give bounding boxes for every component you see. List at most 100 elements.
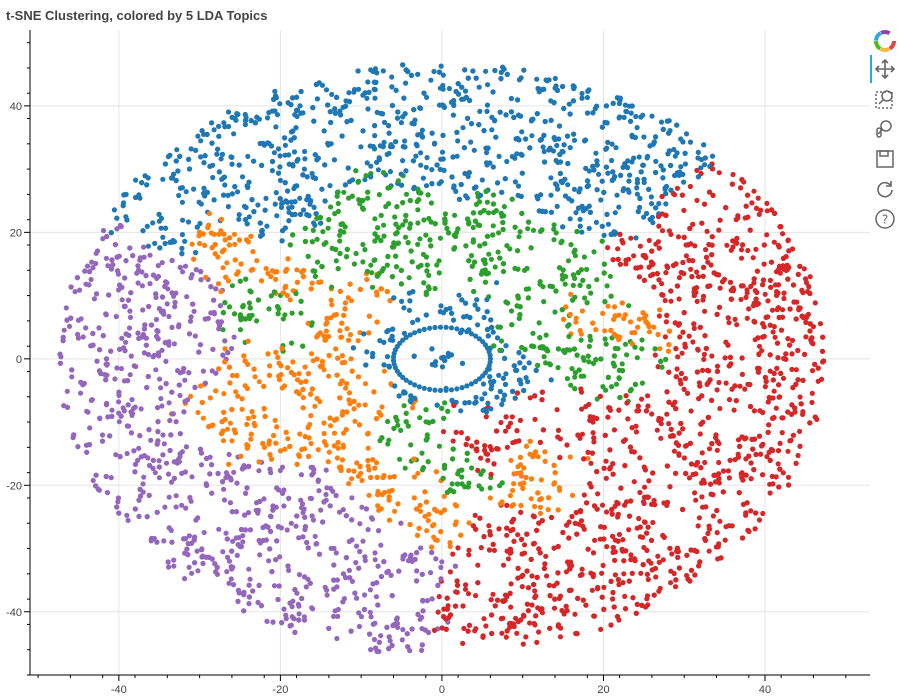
scatter-point (609, 157, 615, 164)
scatter-point (533, 367, 539, 373)
scatter-point (654, 271, 660, 277)
scatter-point (419, 127, 425, 133)
scatter-point (159, 347, 165, 353)
scatter-point (485, 400, 491, 406)
scatter-point (359, 477, 365, 484)
scatter-point (645, 576, 651, 583)
scatter-point (783, 351, 789, 357)
scatter-point (692, 243, 698, 249)
scatter-point (349, 368, 355, 374)
scatter-point (229, 438, 235, 444)
scatter-point (651, 284, 657, 290)
scatter-point (273, 124, 279, 130)
scatter-point (653, 158, 659, 164)
scatter-point (378, 542, 384, 548)
scatter-point (712, 472, 718, 478)
scatter-point (441, 415, 447, 421)
scatter-point (255, 510, 261, 516)
scatter-point (611, 304, 618, 310)
scatter-point (496, 372, 502, 378)
scatter-point (695, 523, 701, 529)
scatter-point (308, 440, 314, 447)
scatter-point (530, 541, 537, 547)
scatter-point (386, 130, 392, 136)
scatter-point (568, 242, 574, 248)
scatter-point (414, 550, 420, 556)
scatter-point (488, 406, 494, 412)
scatter-point (321, 241, 327, 247)
scatter-point (612, 503, 618, 509)
scatter-point (200, 368, 206, 374)
scatter-point (673, 346, 679, 352)
scatter-point (605, 374, 611, 380)
scatter-point (113, 313, 119, 320)
scatter-point (509, 322, 515, 328)
scatter-point (515, 97, 521, 103)
scatter-point (432, 506, 438, 512)
scatter-point (317, 214, 324, 221)
scatter-point (605, 414, 611, 420)
scatter-point (684, 390, 691, 396)
scatter-point (342, 306, 348, 312)
scatter-point (202, 242, 208, 248)
scatter-point (118, 413, 124, 419)
scatter-point (631, 253, 637, 259)
scatter-point (625, 416, 631, 422)
scatter-point (530, 227, 537, 233)
scatter-point (658, 416, 664, 422)
scatter-point (307, 201, 313, 207)
scatter-point (398, 120, 404, 126)
scatter-point (459, 96, 465, 102)
scatter-point (573, 319, 579, 325)
scatter-point (366, 313, 372, 319)
scatter-point (455, 481, 461, 487)
scatter-point (282, 446, 288, 452)
scatter-point (305, 253, 311, 259)
scatter-point (767, 352, 773, 358)
scatter-point (395, 501, 401, 507)
scatter-point (634, 125, 640, 131)
scatter-point (281, 383, 288, 389)
scatter-point (389, 642, 395, 649)
scatter-point (104, 372, 110, 378)
scatter-point (707, 377, 713, 383)
scatter-point (560, 83, 566, 90)
scatter-point (609, 141, 615, 147)
scatter-point (351, 398, 357, 404)
scatter-point (466, 480, 472, 486)
scatter-point (581, 254, 588, 260)
scatter-point (534, 527, 540, 534)
scatter-point (211, 309, 217, 316)
scatter-point (760, 441, 766, 447)
scatter-point (634, 191, 641, 197)
scatter-point (600, 384, 606, 390)
scatter-point (150, 272, 157, 278)
scatter-point (436, 69, 442, 75)
scatter-point (362, 247, 368, 253)
scatter-point (241, 353, 247, 359)
scatter-point (378, 286, 385, 292)
scatter-point (392, 383, 398, 389)
scatter-point (708, 262, 714, 268)
scatter-point (649, 113, 655, 119)
scatter-point (171, 239, 177, 245)
scatter-point (431, 68, 437, 75)
scatter-point (298, 497, 304, 503)
scatter-point (515, 619, 522, 625)
scatter-point (534, 76, 540, 82)
scatter-point (341, 430, 347, 436)
scatter-point (706, 523, 712, 529)
scatter-point (508, 457, 514, 463)
scatter-point (683, 470, 689, 477)
scatter-point (747, 227, 753, 233)
scatter-point (140, 481, 146, 487)
scatter-point (309, 351, 315, 357)
scatter-point (261, 405, 267, 411)
scatter-point (807, 274, 813, 280)
scatter-point (385, 185, 391, 191)
scatter-point (484, 102, 490, 108)
scatter-point (105, 263, 111, 269)
scatter-point (418, 162, 424, 168)
scatter-point (157, 245, 163, 251)
